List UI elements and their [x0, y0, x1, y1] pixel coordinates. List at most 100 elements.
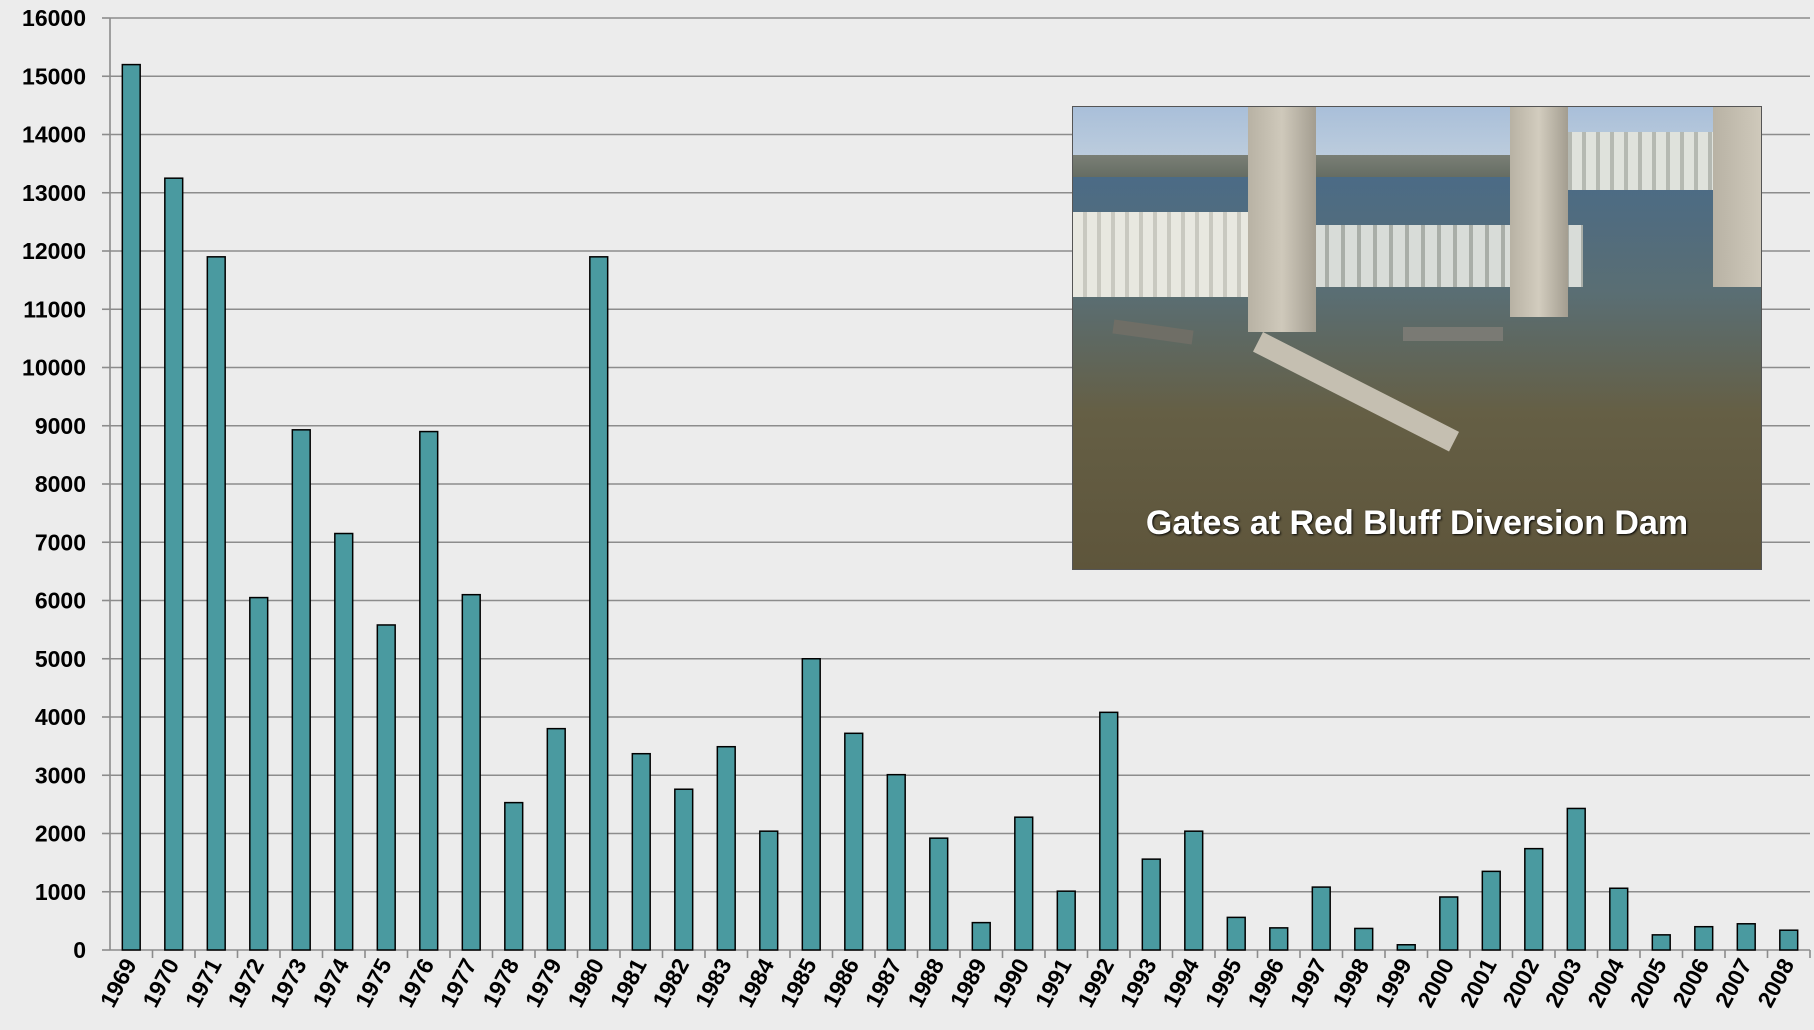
bar-1973	[291, 429, 311, 951]
y-tick-label: 0	[73, 937, 86, 963]
bar-2008	[1779, 929, 1799, 951]
x-tick-label: 1997	[1285, 954, 1332, 1011]
bar-1983	[716, 745, 736, 951]
bar-2005	[1651, 934, 1671, 951]
bar-1988	[929, 837, 949, 951]
x-tick-label: 1995	[1200, 954, 1247, 1012]
x-tick-label: 1983	[690, 954, 737, 1011]
x-tick-label: 1976	[392, 954, 439, 1011]
x-tick-label: 1996	[1242, 954, 1289, 1011]
x-tick-label: 1973	[265, 954, 312, 1011]
bar-2001	[1481, 870, 1501, 951]
bar-2007	[1736, 923, 1756, 951]
bar-1996	[1269, 927, 1289, 951]
x-tick-label: 1989	[945, 954, 992, 1011]
bar-1981	[631, 752, 651, 951]
x-tick-label: 1985	[775, 954, 822, 1012]
bar-1974	[334, 532, 354, 951]
x-tick-label: 2003	[1540, 954, 1587, 1011]
bar-1987	[886, 773, 906, 951]
bar-2006	[1694, 925, 1714, 951]
y-tick-label: 13000	[22, 180, 86, 206]
bar-1980	[589, 256, 609, 951]
bar-1992	[1099, 711, 1119, 951]
photo-boat	[1403, 327, 1503, 341]
x-tick-label: 1969	[95, 954, 142, 1011]
x-tick-label: 1979	[520, 954, 567, 1011]
bar-1999	[1396, 944, 1416, 951]
x-tick-label: 1982	[647, 954, 694, 1011]
x-tick-label: 1977	[435, 954, 482, 1011]
x-tick-label: 1978	[477, 954, 524, 1012]
x-axis-ticks: 1969197019711972197319741975197619771978…	[95, 950, 1811, 1012]
x-tick-label: 1987	[860, 954, 907, 1011]
x-tick-label: 2000	[1412, 954, 1459, 1011]
y-tick-label: 1000	[35, 879, 86, 905]
x-tick-label: 1994	[1157, 954, 1204, 1012]
bar-1991	[1056, 890, 1076, 951]
bar-1975	[376, 624, 396, 951]
bar-1969	[121, 63, 141, 951]
bar-1977	[461, 593, 481, 951]
y-tick-label: 3000	[35, 762, 86, 788]
x-tick-label: 1988	[902, 954, 949, 1012]
x-tick-label: 1990	[987, 954, 1034, 1011]
y-tick-label: 16000	[22, 5, 86, 31]
bar-1985	[801, 658, 821, 951]
x-tick-label: 1980	[562, 954, 609, 1011]
y-tick-label: 15000	[22, 63, 86, 89]
bar-1978	[504, 801, 524, 951]
bar-1972	[249, 596, 269, 951]
bar-2002	[1524, 847, 1544, 951]
photo-pier	[1248, 107, 1316, 332]
x-tick-label: 2008	[1752, 954, 1799, 1012]
x-tick-label: 1981	[605, 954, 652, 1012]
x-tick-label: 1991	[1030, 954, 1077, 1012]
bar-1982	[674, 788, 694, 951]
bar-1971	[206, 256, 226, 951]
photo-gate-top	[1558, 132, 1723, 190]
x-tick-label: 2005	[1625, 954, 1672, 1012]
x-tick-label: 1984	[732, 954, 779, 1012]
x-tick-label: 1998	[1327, 954, 1374, 1012]
bar-1990	[1014, 816, 1034, 951]
y-tick-label: 12000	[22, 238, 86, 264]
bar-1993	[1141, 858, 1161, 951]
bar-2004	[1609, 887, 1629, 951]
bar-1970	[164, 177, 184, 951]
x-tick-label: 1972	[222, 954, 269, 1011]
bar-2000	[1439, 896, 1459, 951]
y-tick-label: 7000	[35, 529, 86, 555]
bar-1998	[1354, 927, 1374, 951]
x-tick-label: 2006	[1667, 954, 1714, 1011]
y-tick-label: 5000	[35, 646, 86, 672]
x-tick-label: 1971	[180, 954, 227, 1012]
x-tick-label: 2007	[1710, 954, 1757, 1011]
photo-pier	[1510, 107, 1568, 317]
x-tick-label: 1974	[307, 954, 354, 1012]
y-tick-label: 14000	[22, 122, 86, 148]
bar-1986	[844, 732, 864, 951]
x-tick-label: 1999	[1370, 954, 1417, 1011]
inset-caption: Gates at Red Bluff Diversion Dam	[1145, 504, 1689, 542]
y-tick-label: 6000	[35, 588, 86, 614]
bars	[121, 63, 1799, 951]
x-tick-label: 1986	[817, 954, 864, 1011]
bar-1994	[1184, 830, 1204, 951]
y-tick-label: 9000	[35, 413, 86, 439]
y-tick-label: 8000	[35, 471, 86, 497]
bar-1984	[759, 830, 779, 951]
bar-1997	[1311, 886, 1331, 951]
x-tick-label: 1992	[1072, 954, 1119, 1011]
photo-pier	[1713, 107, 1761, 287]
bar-1989	[971, 921, 991, 951]
bar-1976	[419, 430, 439, 951]
bar-1995	[1226, 916, 1246, 951]
y-tick-label: 10000	[22, 355, 86, 381]
x-tick-label: 1975	[350, 954, 397, 1012]
y-tick-label: 4000	[35, 704, 86, 730]
x-tick-label: 1970	[137, 954, 184, 1011]
bar-1979	[546, 727, 566, 951]
dam-photo-inset: Gates at Red Bluff Diversion Dam	[1072, 106, 1762, 570]
y-axis-ticks: 0 1000 2000 3000 4000 5000 6000 7000 8000 9000 100…	[22, 5, 86, 963]
